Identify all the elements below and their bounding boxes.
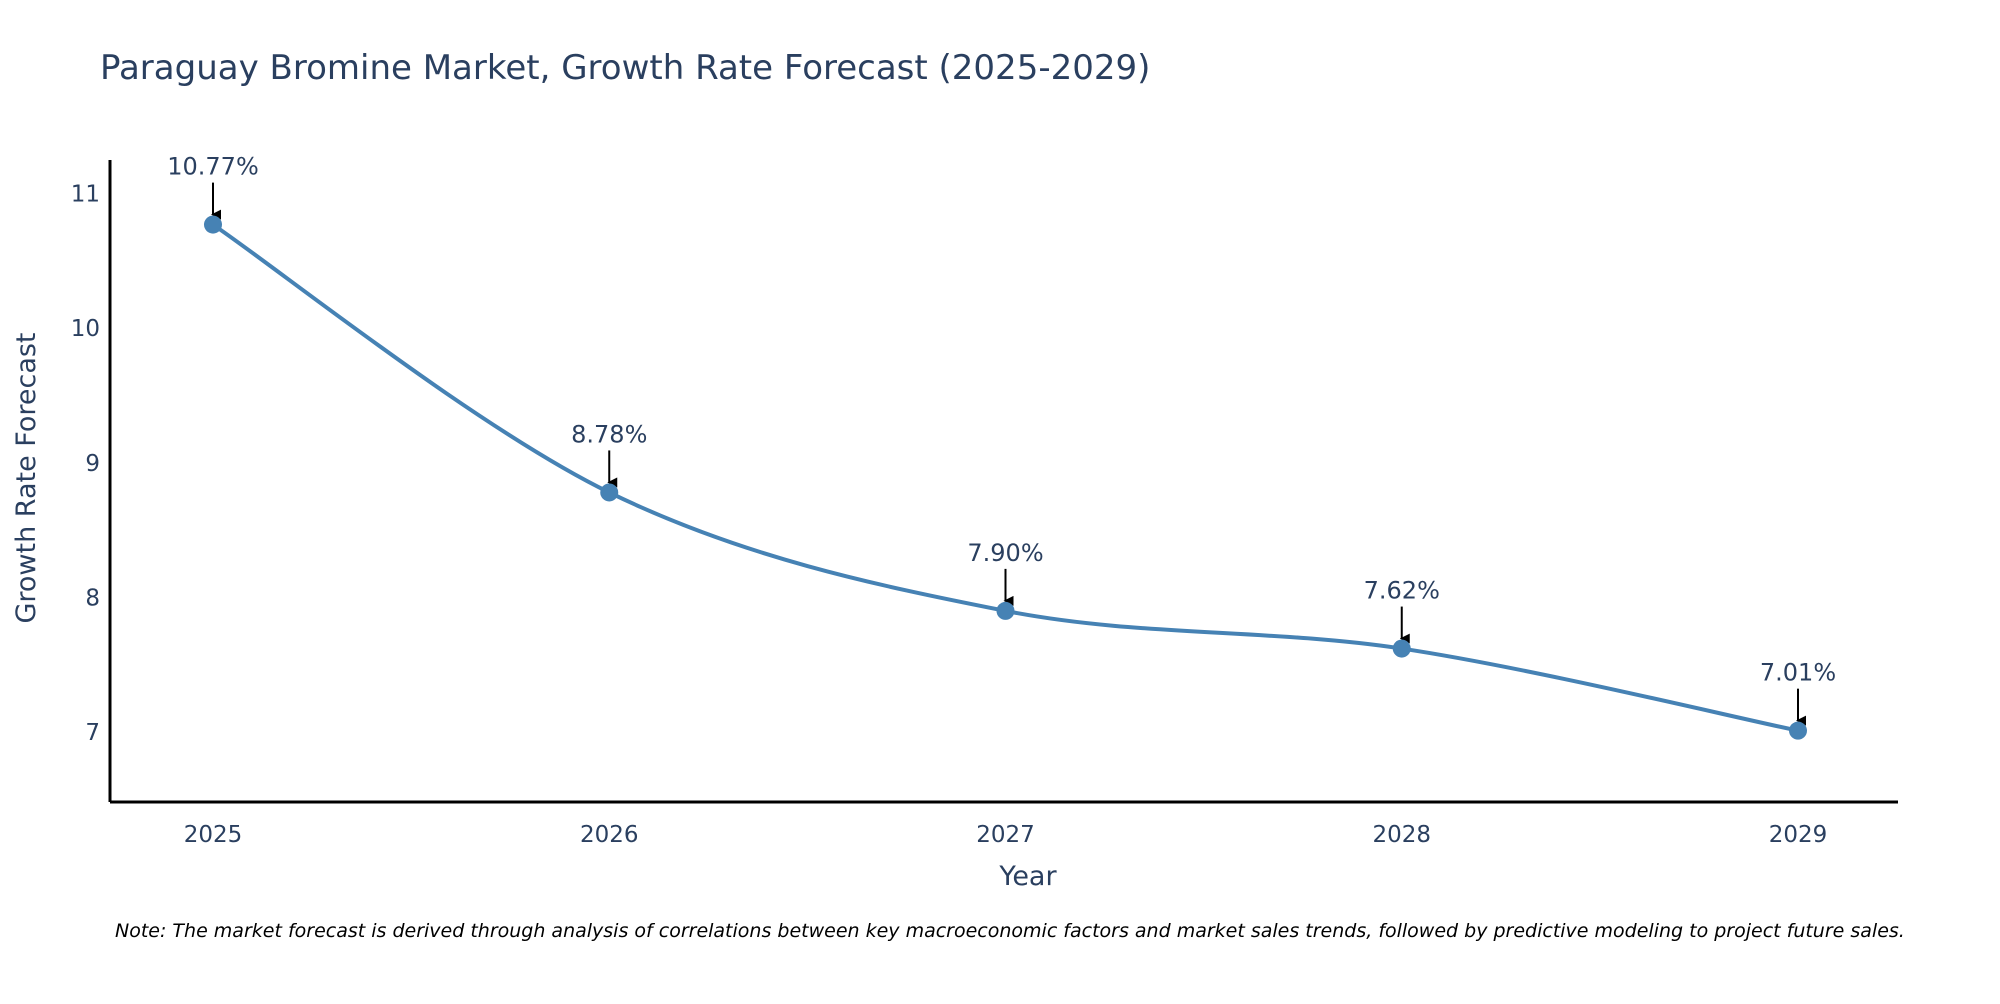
data-point xyxy=(204,215,222,234)
data-label: 10.77% xyxy=(167,153,259,181)
data-point xyxy=(996,601,1015,620)
data-point xyxy=(1392,639,1411,658)
y-axis-title: Growth Rate Forecast xyxy=(11,332,42,623)
x-axis-title: Year xyxy=(998,861,1057,892)
y-tick-label: 7 xyxy=(85,720,100,746)
x-tick-label: 2028 xyxy=(1372,822,1431,848)
y-tick-label: 11 xyxy=(71,182,100,208)
chart-note: Note: The market forecast is derived thr… xyxy=(115,920,1905,942)
x-tick-label: 2025 xyxy=(184,822,243,848)
x-tick-label: 2026 xyxy=(580,822,639,848)
chart-title: Paraguay Bromine Market, Growth Rate For… xyxy=(100,48,1150,88)
data-label: 8.78% xyxy=(571,420,647,448)
data-point xyxy=(600,483,619,502)
series-line xyxy=(211,222,1799,733)
y-tick-label: 10 xyxy=(71,316,100,342)
x-tick-label: 2029 xyxy=(1769,822,1828,848)
data-label: 7.90% xyxy=(967,539,1043,567)
x-tick-label: 2027 xyxy=(976,822,1035,848)
plot-area: 7 8 9 10 11 2025 2026 2027 2028 2029 10.77% 8.78% 7.… xyxy=(71,153,1898,848)
data-label: 7.01% xyxy=(1760,659,1836,687)
data-point xyxy=(1789,721,1807,740)
data-label: 7.62% xyxy=(1364,577,1440,605)
y-tick-label: 9 xyxy=(85,451,100,477)
y-tick-label: 8 xyxy=(85,585,100,611)
